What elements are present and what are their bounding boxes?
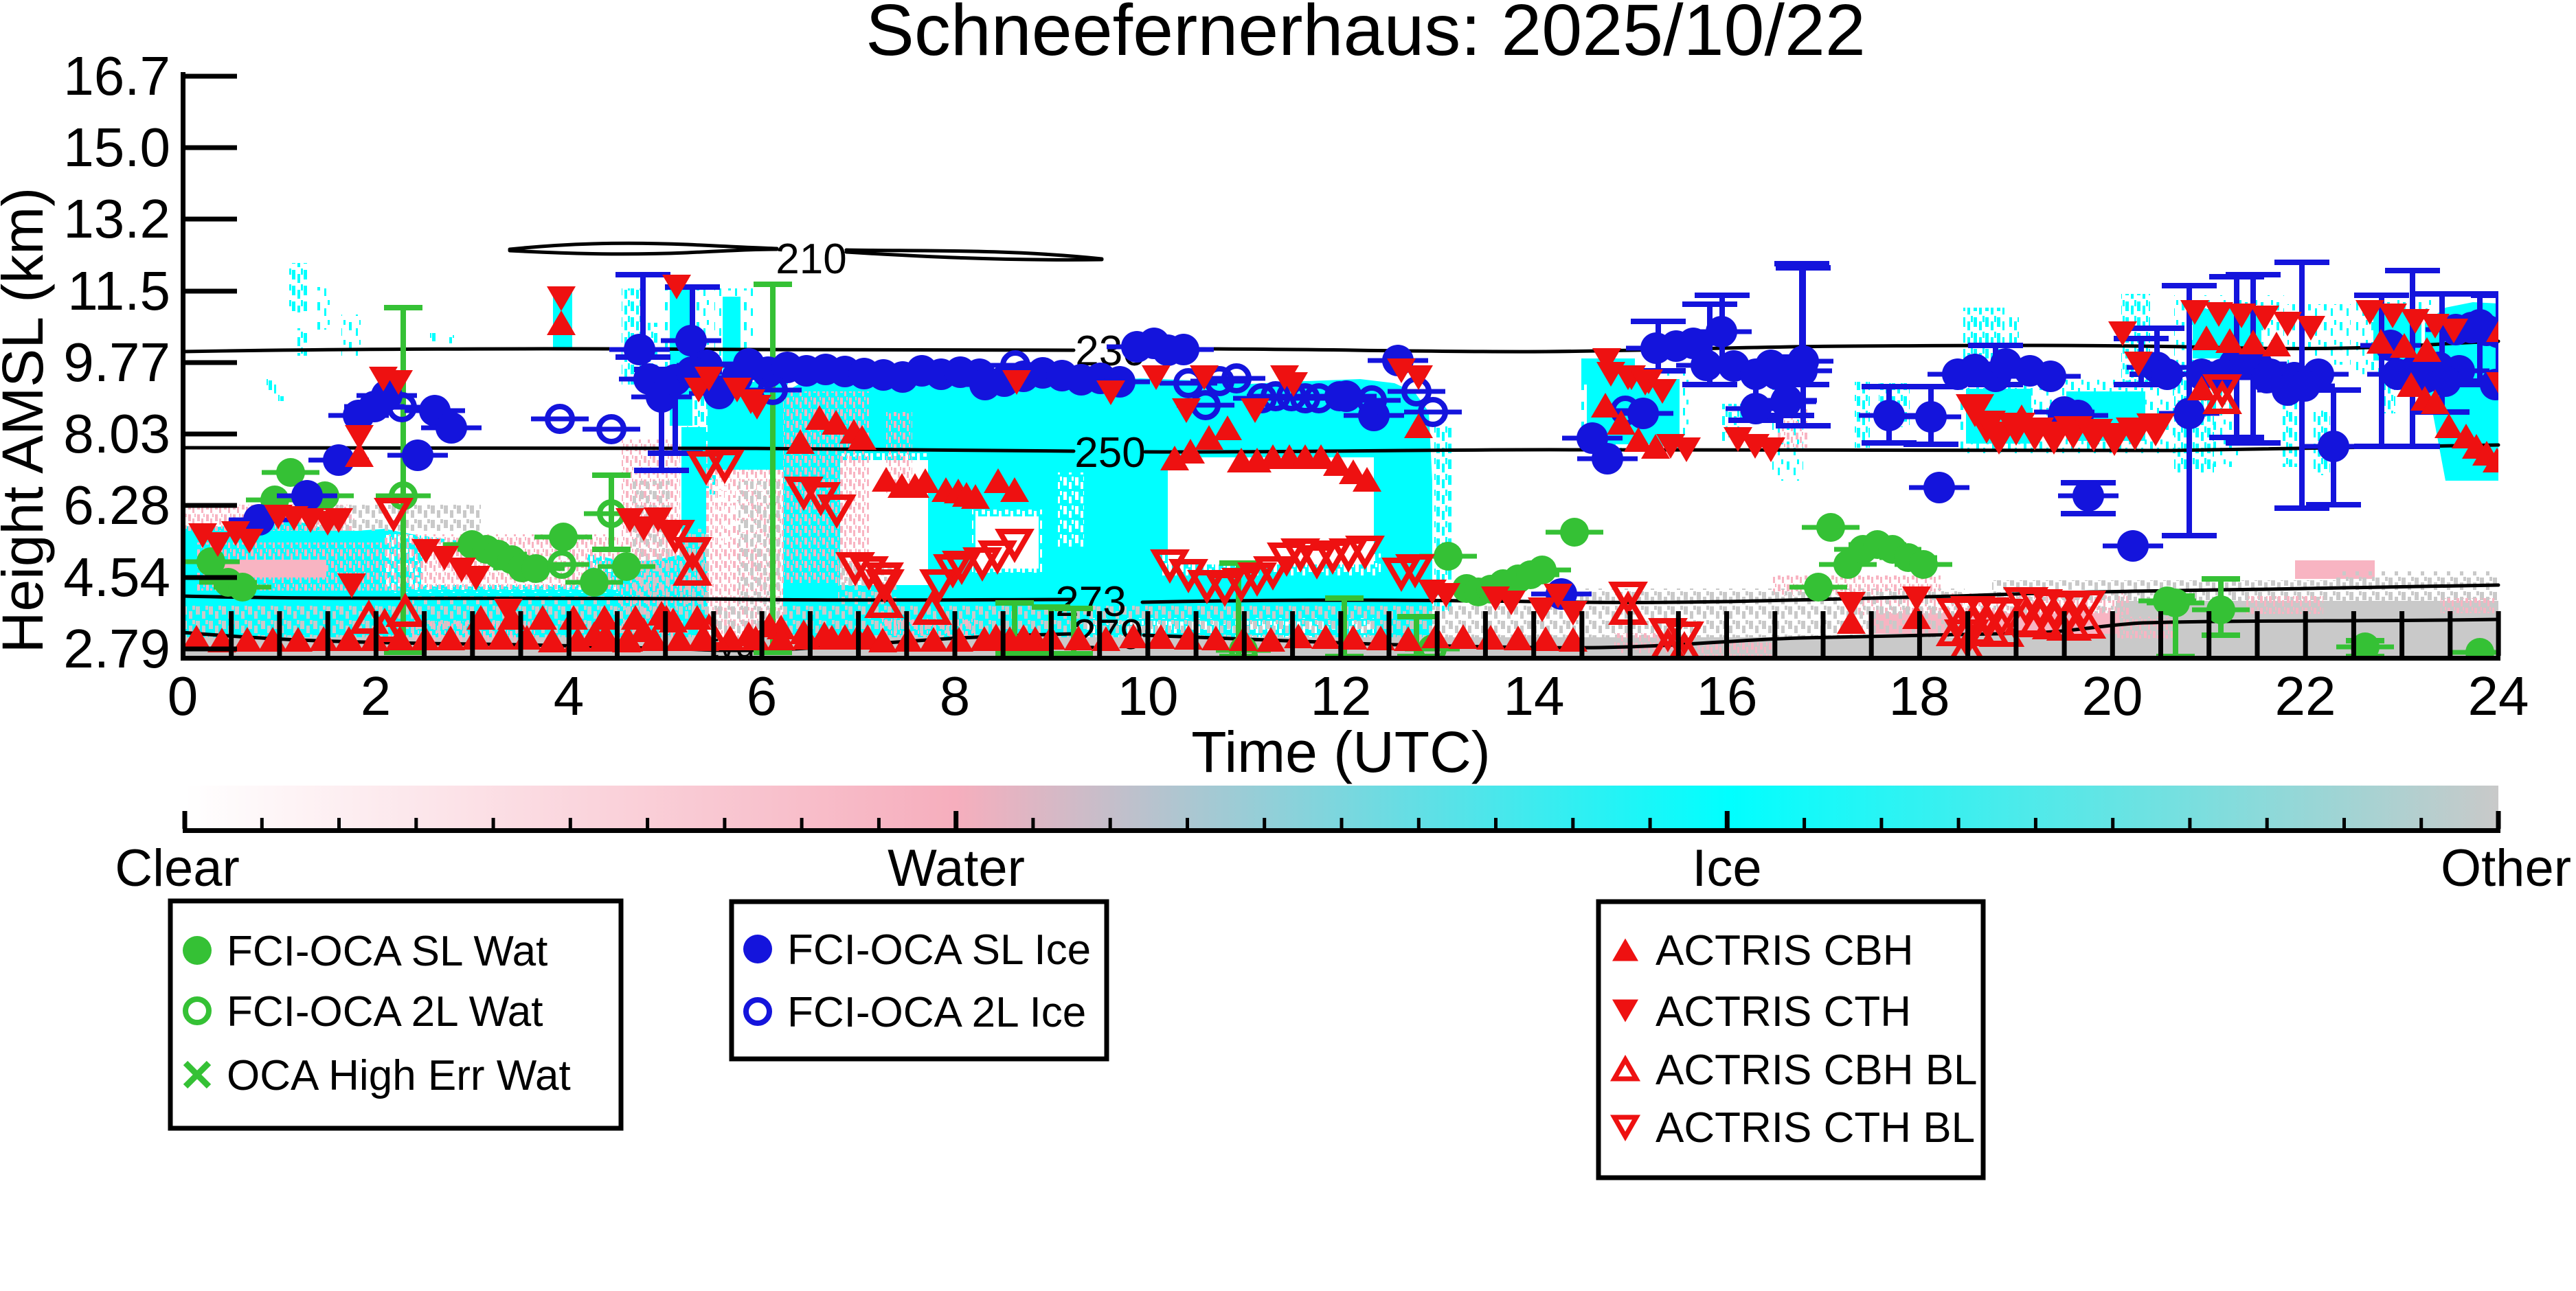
svg-text:6: 6	[747, 665, 778, 727]
svg-text:6.28: 6.28	[63, 475, 170, 536]
svg-text:9.77: 9.77	[63, 332, 170, 393]
svg-text:16.7: 16.7	[63, 45, 170, 106]
svg-text:250: 250	[1074, 429, 1145, 477]
svg-text:12: 12	[1311, 665, 1372, 727]
svg-text:ACTRIS CTH BL: ACTRIS CTH BL	[1656, 1104, 1975, 1152]
svg-text:10: 10	[1118, 665, 1179, 727]
svg-text:ACTRIS CBH BL: ACTRIS CBH BL	[1656, 1047, 1978, 1094]
svg-text:24: 24	[2468, 665, 2529, 727]
svg-text:FCI-OCA SL Wat: FCI-OCA SL Wat	[227, 928, 547, 975]
svg-text:FCI-OCA 2L Ice: FCI-OCA 2L Ice	[787, 989, 1086, 1036]
svg-text:Height AMSL (km): Height AMSL (km)	[0, 187, 55, 653]
svg-text:8: 8	[940, 665, 971, 727]
svg-text:18: 18	[1889, 665, 1950, 727]
svg-text:4: 4	[554, 665, 585, 727]
svg-text:Other: Other	[2441, 839, 2571, 898]
svg-text:2: 2	[361, 665, 392, 727]
svg-text:210: 210	[776, 236, 846, 283]
svg-text:Ice: Ice	[1692, 839, 1761, 898]
svg-text:OCA High Err Wat: OCA High Err Wat	[227, 1052, 571, 1099]
svg-text:16: 16	[1697, 665, 1758, 727]
svg-text:Water: Water	[888, 839, 1025, 898]
svg-text:273: 273	[1055, 578, 1126, 626]
svg-text:20: 20	[2082, 665, 2143, 727]
svg-text:8.03: 8.03	[63, 403, 170, 464]
svg-text:FCI-OCA SL Ice: FCI-OCA SL Ice	[787, 926, 1091, 974]
svg-text:FCI-OCA 2L Wat: FCI-OCA 2L Wat	[227, 988, 543, 1036]
svg-text:11.5: 11.5	[67, 260, 170, 321]
svg-text:2.79: 2.79	[63, 618, 170, 679]
svg-text:0: 0	[168, 665, 199, 727]
svg-text:ACTRIS CTH: ACTRIS CTH	[1656, 988, 1911, 1036]
svg-text:4.54: 4.54	[63, 547, 170, 608]
svg-text:Clear: Clear	[115, 839, 240, 898]
svg-text:22: 22	[2275, 665, 2336, 727]
svg-text:ACTRIS CBH: ACTRIS CBH	[1656, 927, 1913, 974]
svg-text:14: 14	[1504, 665, 1565, 727]
svg-text:Schneefernerhaus: 2025/10/22: Schneefernerhaus: 2025/10/22	[866, 0, 1866, 71]
svg-text:Time (UTC): Time (UTC)	[1191, 720, 1490, 784]
svg-text:15.0: 15.0	[63, 117, 170, 178]
svg-text:13.2: 13.2	[63, 188, 170, 249]
